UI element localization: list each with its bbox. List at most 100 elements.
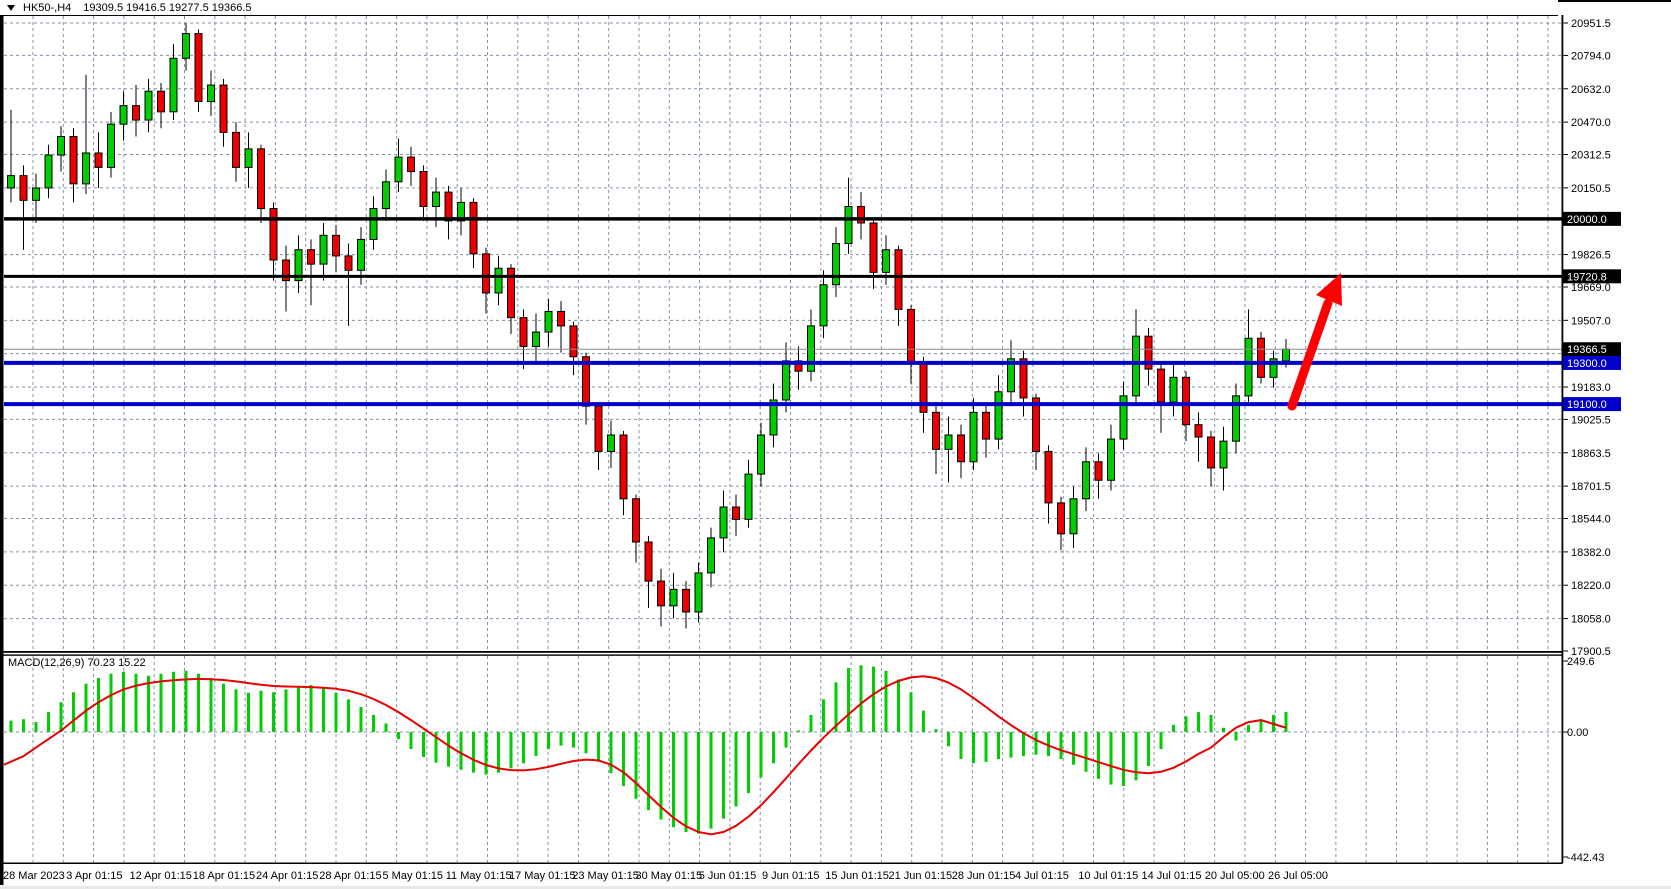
candle-bearish [857,206,865,224]
candle-bearish [19,175,28,201]
candle-bullish [394,156,403,183]
candle-bullish [544,310,553,333]
price-tick-label: 18382.0 [1571,547,1611,559]
macd-histogram-bar [759,732,763,778]
macd-histogram-bar [59,702,63,732]
time-scale[interactable]: 28 Mar 2023 3 Apr 01:15 12 Apr 01:15 18 Apr… [3,870,1328,882]
time-tick-label: 12 Apr 01:15 [130,870,192,882]
candle-bullish [119,105,128,125]
time-tick-label: 9 Jun 01:15 [762,870,820,882]
candle-bearish [469,201,478,255]
macd-histogram-bar [1084,732,1088,772]
macd-histogram-bar [209,678,213,732]
macd-histogram-bar [1197,712,1200,732]
macd-histogram-bar [1247,724,1250,732]
macd-histogram-bar [197,673,200,732]
macd-histogram-bar [1159,732,1163,750]
macd-histogram-bar [709,732,713,829]
macd-histogram-bar [309,685,313,732]
macd-histogram-bar [272,692,275,732]
time-tick-label: 18 Apr 01:15 [193,870,255,882]
up-arrow-shaft[interactable] [1287,298,1333,411]
candle-bearish [232,131,240,168]
candle-bullish [182,33,190,59]
time-tick-label: 14 Jul 01:15 [1142,870,1202,882]
macd-histogram-bar [859,665,863,732]
macd-histogram-bar [834,682,838,732]
candle-bearish [682,588,690,613]
macd-histogram-bar [1184,716,1188,732]
macd-histogram-bar [797,730,800,732]
candle-bullish [832,243,840,286]
macd-histogram-bar [1059,732,1063,759]
chart-menu-icon[interactable] [7,4,15,11]
candle-bullish [294,249,303,282]
candle-bearish [157,90,165,113]
candle-bearish [932,411,940,450]
candle-bullish [457,201,465,222]
price-tag-label: 20000.0 [1567,214,1607,226]
price-tick-label: 19826.5 [1571,250,1611,262]
candle-bullish [532,331,540,347]
time-tick-label: 30 May 01:15 [636,870,703,882]
candle-bullish [494,267,503,294]
macd-histogram-bar [947,732,950,747]
candle-bearish [1207,436,1215,469]
macd-histogram-bar [1097,732,1100,779]
macd-histogram-bar [422,732,425,758]
panel-separator[interactable] [0,651,1562,653]
candle-bullish [994,391,1003,440]
macd-histogram-bar [784,732,788,748]
candle-bearish [957,434,965,463]
candle-bullish [707,537,715,574]
price-tick-label: 20794.0 [1571,50,1611,62]
candle-bullish [82,152,90,185]
macd-histogram-bar [434,732,438,763]
candle-bearish [1032,397,1040,452]
candle-bullish [1119,395,1128,440]
gridlines [4,16,1562,862]
candle-bullish [382,181,390,210]
macd-histogram-bar [334,692,338,732]
candle-bullish [57,136,65,156]
candle-bearish [1182,376,1190,426]
macd-histogram-bar [409,732,413,750]
macd-histogram-bar [697,732,700,834]
macd-histogram-bar [634,732,638,799]
macd-histogram-bar [1147,732,1150,767]
time-tick-label: 20 Jul 05:00 [1205,870,1265,882]
macd-signal-line [3,675,1287,836]
candle-bullish [1069,498,1078,535]
candle-bearish [732,506,740,520]
candle-bearish [94,152,103,168]
macd-panel [3,665,1288,836]
candle-bullish [1219,440,1228,469]
macd-histogram-bar [934,729,938,732]
time-tick-label: 10 Jul 01:15 [1078,870,1138,882]
candle-bearish [794,360,803,372]
macd-histogram-bar [1234,732,1238,741]
candle-bearish [344,255,353,271]
macd-histogram-bar [134,673,138,732]
macd-histogram-bar [672,732,675,828]
candle-bearish [69,136,78,185]
macd-histogram-bar [147,675,150,732]
macd-indicator-values: 70.23 15.22 [87,657,146,669]
time-tick-label: 28 Jun 01:15 [952,870,1016,882]
candle-bearish [982,411,990,440]
price-tick-label: 19025.5 [1571,414,1611,426]
time-tick-label: 5 May 01:15 [383,870,444,882]
up-arrow-head [1316,273,1342,306]
candle-bullish [969,411,978,463]
price-tick-label: 18544.0 [1571,514,1611,526]
price-tag-label: 19720.8 [1567,271,1607,283]
macd-histogram-bar [522,732,525,764]
price-scale[interactable]: 20951.5 20794.0 20632.0 20470.0 20312.5 20150… [1563,18,1621,864]
candle-bearish [869,222,878,273]
candle-bullish [319,234,328,265]
candle-bearish [419,171,428,208]
time-tick-label: 21 Jun 01:15 [889,870,953,882]
candle-bullish [207,84,215,103]
time-tick-label: 5 Jun 01:15 [699,870,757,882]
